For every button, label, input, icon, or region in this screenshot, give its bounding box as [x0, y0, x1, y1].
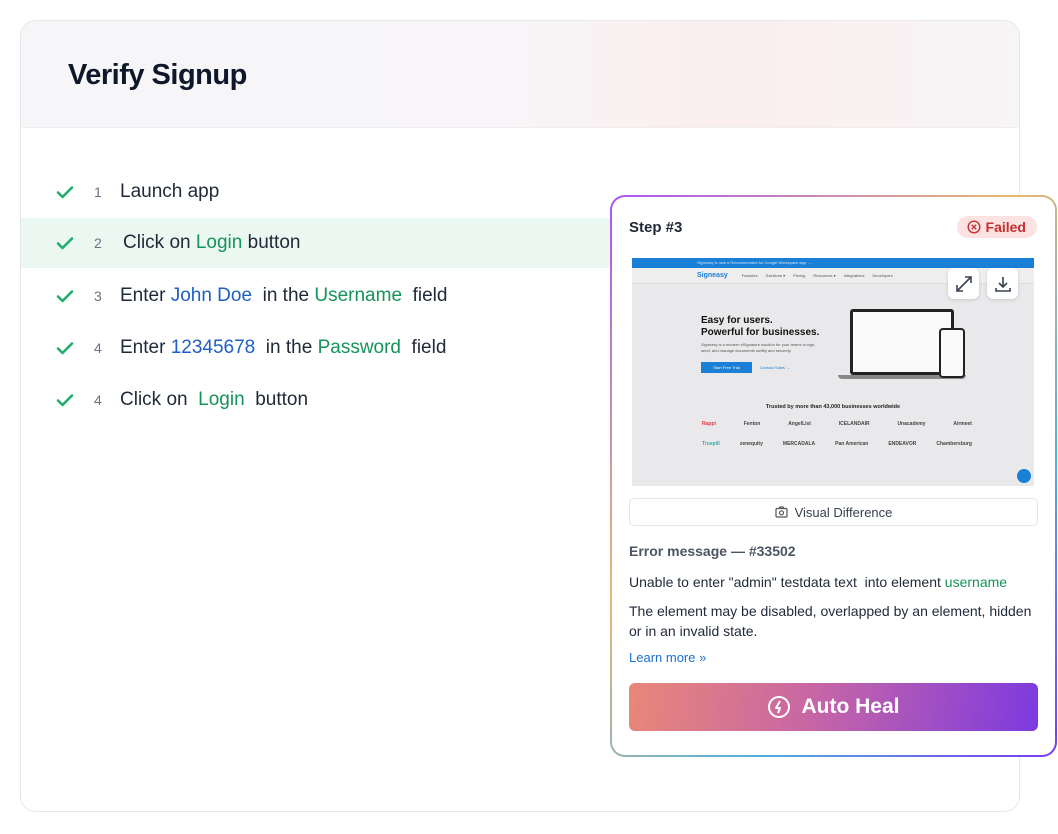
step-number: 4	[94, 340, 102, 356]
site-cta2: Contact Sales →	[760, 365, 791, 370]
step-text-part: field	[401, 337, 447, 358]
customer-logo: Unacademy	[897, 421, 926, 427]
site-nav: Signeasy Features Solutions ▾ Pricing Re…	[632, 268, 1034, 284]
site-nav-item: Resources ▾	[813, 273, 836, 278]
site-nav-item: Features	[741, 273, 758, 278]
page-title: Verify Signup	[68, 59, 247, 91]
step-text: Launch app	[120, 181, 219, 203]
customer-logo: MERCADALA	[782, 441, 816, 447]
step-screenshot[interactable]: Signeasy is now a Recommended for Google…	[632, 258, 1034, 486]
error-title: Error message — #33502	[629, 543, 796, 559]
customer-logo: ENDEAVOR	[888, 441, 917, 447]
site-cta: Start Free Trial	[701, 362, 752, 373]
step-text-part: button	[242, 232, 301, 253]
site-trusted: Trusted by more than 43,000 businesses w…	[765, 404, 901, 410]
step-text: Enter John Doe in the Username field	[120, 285, 447, 307]
step-value: Password	[317, 337, 401, 358]
error-detail: The element may be disabled, overlapped …	[629, 603, 1032, 639]
step-label: Step #3	[629, 219, 683, 236]
logo-row: Truepill zenequity MERCADALA Pan American EN…	[702, 441, 972, 447]
download-button[interactable]	[987, 268, 1018, 299]
step-text: Click on Login button	[123, 232, 300, 254]
customer-logo: Pan American	[835, 441, 869, 447]
check-icon	[56, 237, 74, 250]
step-text-part: Enter	[120, 285, 171, 306]
hero-line: Powerful for businesses.	[701, 327, 820, 338]
check-icon	[56, 342, 74, 355]
step-value: John Doe	[170, 285, 253, 306]
step-value: 12345678	[170, 337, 256, 358]
site-nav-item: Pricing	[793, 273, 806, 278]
step-row[interactable]: 3 Enter John Doe in the Username field	[21, 271, 621, 321]
step-text-part: Launch app	[120, 181, 220, 202]
customer-logo: Fenton	[743, 421, 761, 427]
error-element: username	[944, 574, 1008, 590]
site-topbar: Signeasy is now a Recommended for Google…	[632, 258, 1034, 268]
laptop-image	[850, 309, 954, 375]
customer-logo: Airmeet	[953, 421, 972, 427]
download-icon	[994, 276, 1011, 292]
step-number: 4	[94, 392, 102, 408]
step-text-part: button	[244, 389, 309, 410]
step-text-part: in the	[255, 337, 318, 358]
step-text-part: field	[402, 285, 448, 306]
site-nav-item: Integrations	[843, 273, 865, 278]
step-detail-panel: Step #3 Failed Signeasy is now a Recomme…	[610, 195, 1057, 757]
auto-heal-label: Auto Heal	[801, 695, 900, 718]
logo-row: Rappi Fenton AngelList ICELANDAIR Unacademy A…	[702, 421, 972, 427]
site-hero-sub: Signeasy is a modern eSignature solution…	[701, 342, 816, 353]
check-icon	[56, 186, 74, 199]
step-text-part: Click on	[120, 389, 199, 410]
site-hero-title: Easy for users. Powerful for businesses.	[701, 315, 819, 339]
check-icon	[56, 290, 74, 303]
expand-icon	[955, 275, 972, 292]
site-logo: Signeasy	[697, 272, 728, 279]
customer-logo: AngelList	[788, 421, 811, 427]
site-nav-item: Solutions ▾	[765, 273, 786, 278]
laptop-base	[838, 375, 966, 379]
site-nav-item: Developers	[872, 273, 893, 278]
customer-logo: ICELANDAIR	[838, 421, 870, 427]
error-message: Unable to enter "admin" testdata text in…	[629, 574, 1007, 590]
chat-bubble-icon	[1017, 469, 1031, 483]
card-header	[21, 21, 1019, 128]
step-row[interactable]: 1 Launch app	[21, 167, 621, 217]
step-value: Login	[195, 232, 243, 253]
step-text-part: in the	[252, 285, 315, 306]
check-icon	[56, 394, 74, 407]
step-text-part: Click on	[123, 232, 196, 253]
step-text: Enter 12345678 in the Password field	[120, 337, 446, 359]
step-number: 2	[94, 235, 102, 251]
customer-logo: Rappi	[702, 421, 716, 427]
camera-icon	[774, 506, 788, 518]
step-row[interactable]: 4 Enter 12345678 in the Password field	[21, 323, 621, 373]
step-number: 3	[94, 288, 102, 304]
visual-difference-button[interactable]: Visual Difference	[629, 498, 1038, 526]
status-badge: Failed	[956, 216, 1037, 238]
expand-button[interactable]	[948, 268, 979, 299]
step-value: Username	[314, 285, 403, 306]
step-text-part: Enter	[120, 337, 171, 358]
lightning-icon	[768, 696, 791, 718]
learn-more-link[interactable]: Learn more »	[629, 650, 707, 665]
customer-logo: Truepill	[702, 441, 720, 447]
step-row[interactable]: 4 Click on Login button	[21, 375, 621, 425]
phone-image	[939, 328, 965, 378]
error-text: Unable to enter "admin" testdata text in…	[629, 574, 945, 590]
customer-logo: zenequity	[739, 441, 763, 447]
step-row[interactable]: 2 Click on Login button	[21, 218, 621, 268]
hero-line: Easy for users.	[701, 315, 773, 326]
step-text: Click on Login button	[120, 389, 308, 411]
auto-heal-button[interactable]: Auto Heal	[629, 683, 1038, 731]
step-value: Login	[198, 389, 245, 410]
customer-logo: Chambersburg	[936, 441, 972, 447]
visual-difference-label: Visual Difference	[794, 504, 893, 520]
x-circle-icon	[967, 220, 981, 234]
step-number: 1	[94, 184, 102, 200]
status-text: Failed	[985, 219, 1026, 235]
